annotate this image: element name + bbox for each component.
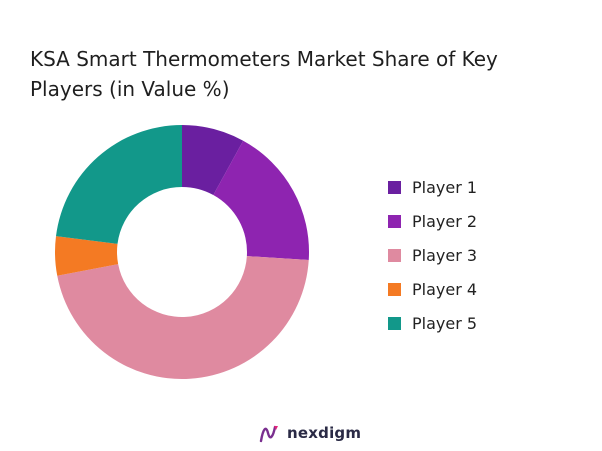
brand-footer: nexdigm [259, 423, 361, 443]
chart-title: KSA Smart Thermometers Market Share of K… [30, 47, 498, 101]
legend-swatch [388, 214, 401, 228]
legend-item-3: Player 3 [388, 238, 477, 272]
legend-item-2: Player 2 [388, 204, 477, 238]
legend-label: Player 3 [412, 245, 478, 265]
legend-item-5: Player 5 [388, 306, 477, 340]
donut-slice-5 [56, 125, 182, 244]
legend-item-4: Player 4 [388, 272, 477, 306]
donut-slice-1 [182, 125, 244, 196]
donut-slice-2 [213, 140, 309, 260]
legend-swatch [388, 248, 401, 262]
chart-legend: Player 1 Player 2 Player 3 Player 4 Player 5 [388, 170, 477, 340]
donut-slice-4 [55, 236, 119, 276]
legend-swatch [388, 282, 401, 296]
brand-label: nexdigm [287, 424, 362, 442]
legend-swatch [388, 316, 401, 330]
legend-label: Player 5 [412, 313, 478, 333]
legend-label: Player 2 [412, 211, 478, 231]
legend-swatch [388, 180, 401, 194]
legend-label: Player 4 [412, 279, 478, 299]
legend-item-1: Player 1 [388, 170, 477, 204]
legend-label: Player 1 [412, 177, 478, 197]
donut-slice-3 [57, 256, 309, 379]
nexdigm-logo-icon [259, 425, 278, 443]
